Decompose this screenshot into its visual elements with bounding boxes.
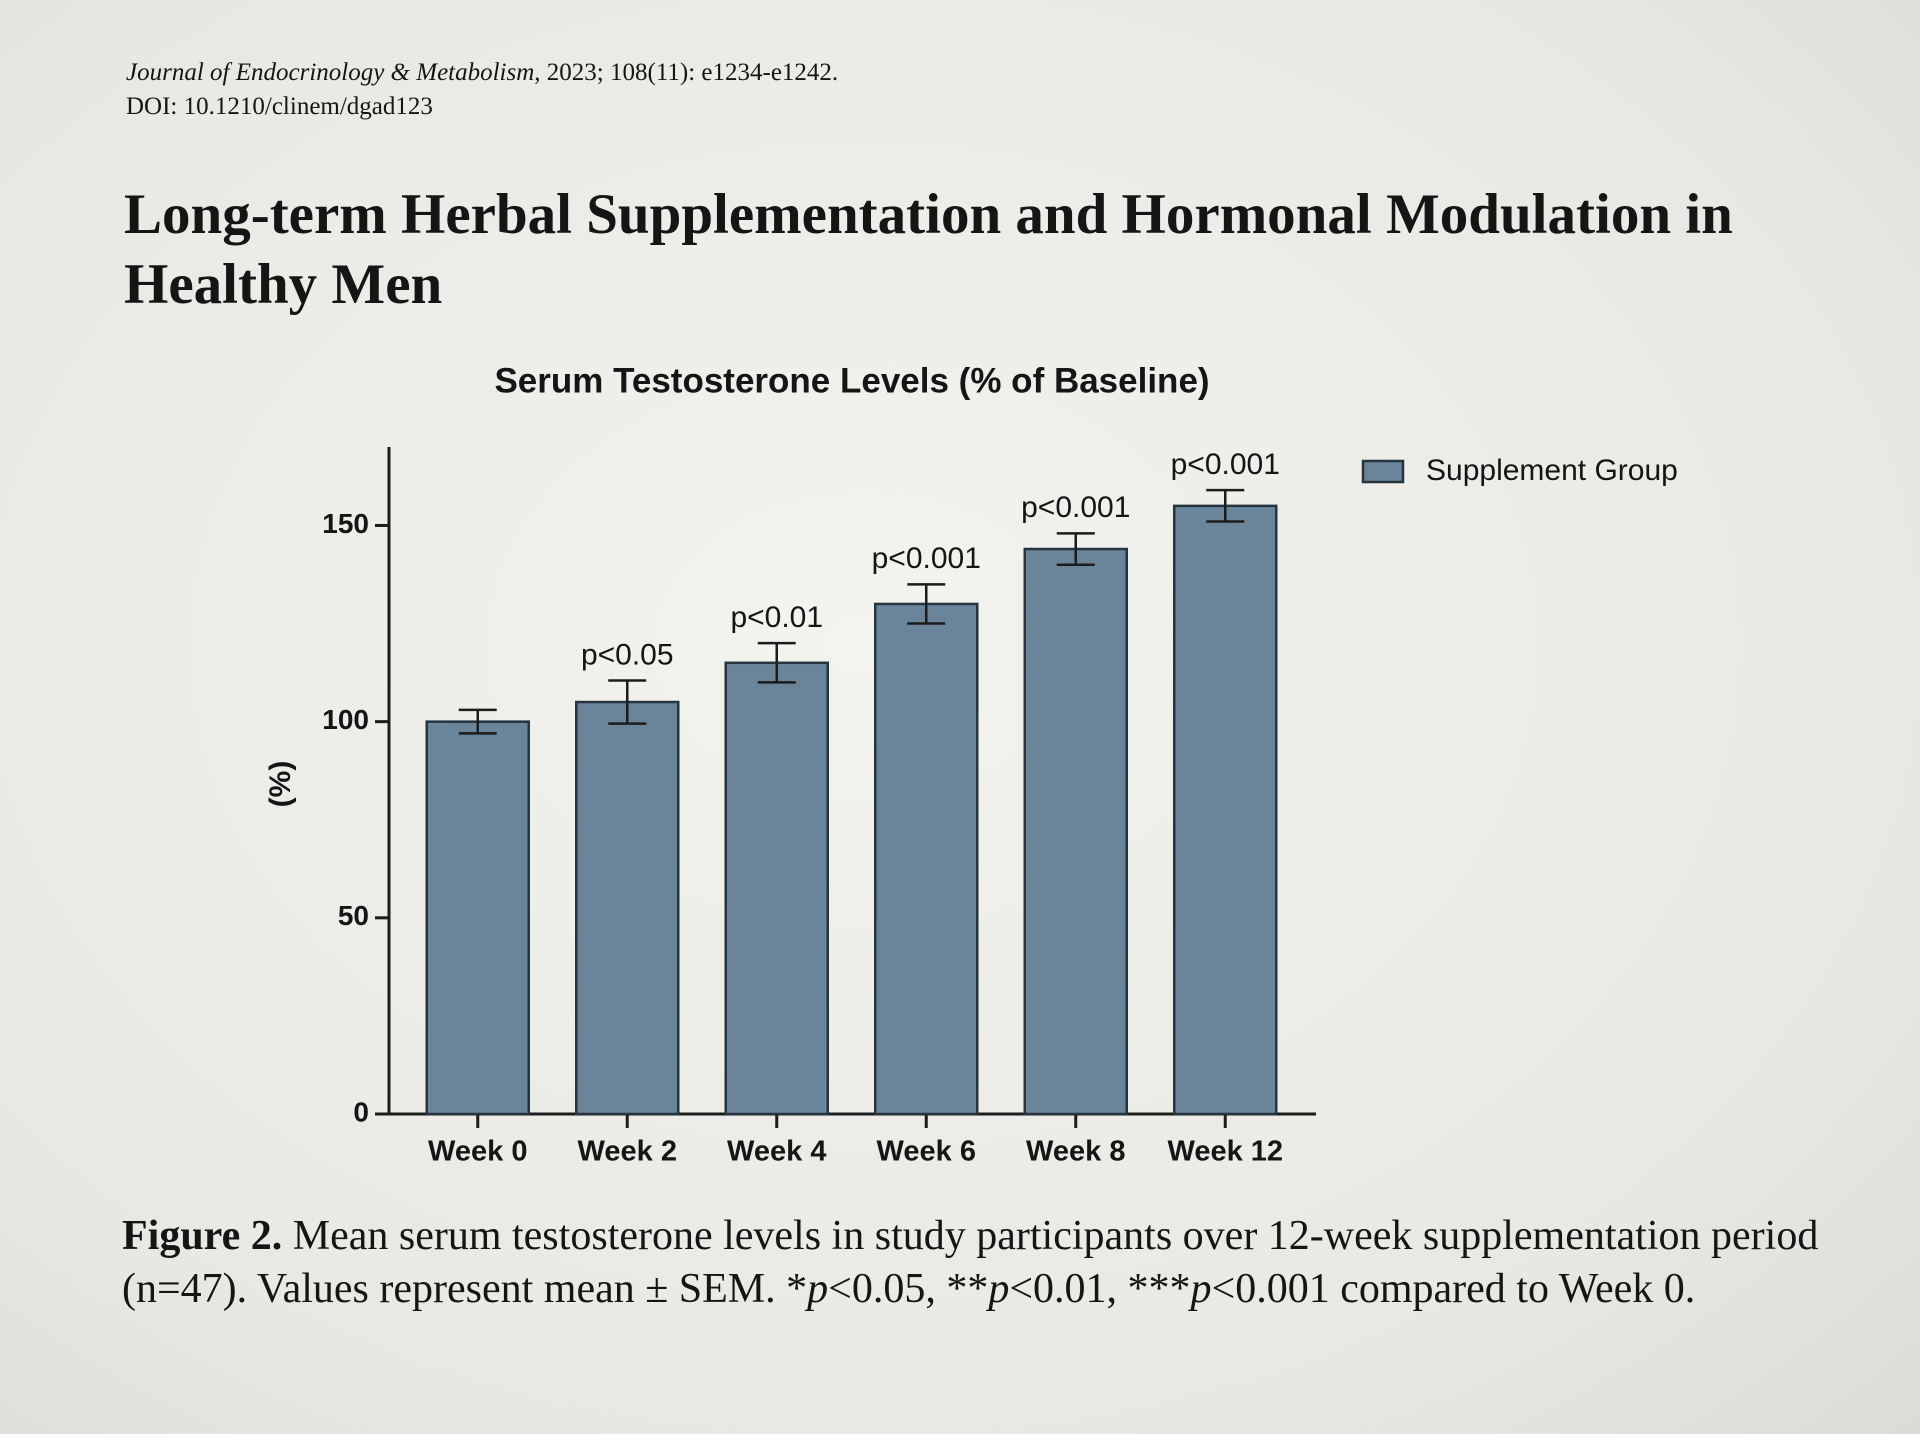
significance-label: p<0.001 bbox=[872, 542, 981, 575]
bar bbox=[1023, 547, 1128, 1116]
bar bbox=[874, 602, 979, 1116]
caption-label: Figure 2. bbox=[122, 1213, 283, 1259]
legend-label: Supplement Group bbox=[1426, 454, 1678, 487]
chart-title: Serum Testosterone Levels (% of Baseline… bbox=[494, 361, 1209, 400]
citation-line: Journal of Endocrinology & Metabolism, 2… bbox=[126, 56, 838, 90]
x-tick-label: Week 12 bbox=[1167, 1136, 1283, 1168]
y-tick-label: 50 bbox=[338, 900, 369, 931]
y-axis-label: (%) bbox=[264, 761, 297, 808]
doi: DOI: 10.1210/clinem/dgad123 bbox=[126, 93, 433, 120]
significance-label: p<0.01 bbox=[730, 601, 823, 634]
caption-text: p bbox=[807, 1266, 829, 1312]
bar bbox=[1173, 504, 1278, 1116]
journal-citation: , 2023; 108(11): e1234-e1242. bbox=[534, 59, 839, 86]
caption-text: <0.001 compared to Week 0. bbox=[1211, 1266, 1696, 1312]
caption-text: p bbox=[988, 1266, 1010, 1312]
bar bbox=[425, 720, 530, 1116]
caption-text: <0.01, *** bbox=[1009, 1266, 1191, 1312]
y-tick-label: 100 bbox=[322, 704, 369, 735]
x-tick-label: Week 2 bbox=[578, 1136, 677, 1168]
legend-swatch bbox=[1361, 459, 1405, 484]
bar bbox=[575, 700, 680, 1116]
x-tick-label: Week 4 bbox=[727, 1136, 826, 1168]
caption-text: Mean serum testosterone levels in study … bbox=[122, 1213, 1819, 1312]
journal-info: Journal of Endocrinology & Metabolism, 2… bbox=[126, 56, 838, 124]
significance-label: p<0.001 bbox=[1021, 491, 1130, 524]
caption-text: p bbox=[1190, 1266, 1212, 1312]
paper-title: Long-term Herbal Supplementation and Hor… bbox=[124, 183, 1733, 316]
significance-label: p<0.001 bbox=[1171, 448, 1280, 481]
bar bbox=[724, 661, 829, 1116]
y-tick-label: 150 bbox=[322, 508, 369, 539]
x-tick-label: Week 6 bbox=[877, 1136, 976, 1168]
x-tick-label: Week 8 bbox=[1026, 1136, 1125, 1168]
caption-text: <0.05, ** bbox=[828, 1266, 989, 1312]
x-tick-label: Week 0 bbox=[428, 1136, 527, 1168]
journal-name: Journal of Endocrinology & Metabolism bbox=[126, 59, 535, 86]
y-tick-label: 0 bbox=[353, 1096, 369, 1127]
figure-caption: Figure 2. Mean serum testosterone levels… bbox=[122, 1210, 1832, 1316]
significance-label: p<0.05 bbox=[581, 638, 674, 671]
